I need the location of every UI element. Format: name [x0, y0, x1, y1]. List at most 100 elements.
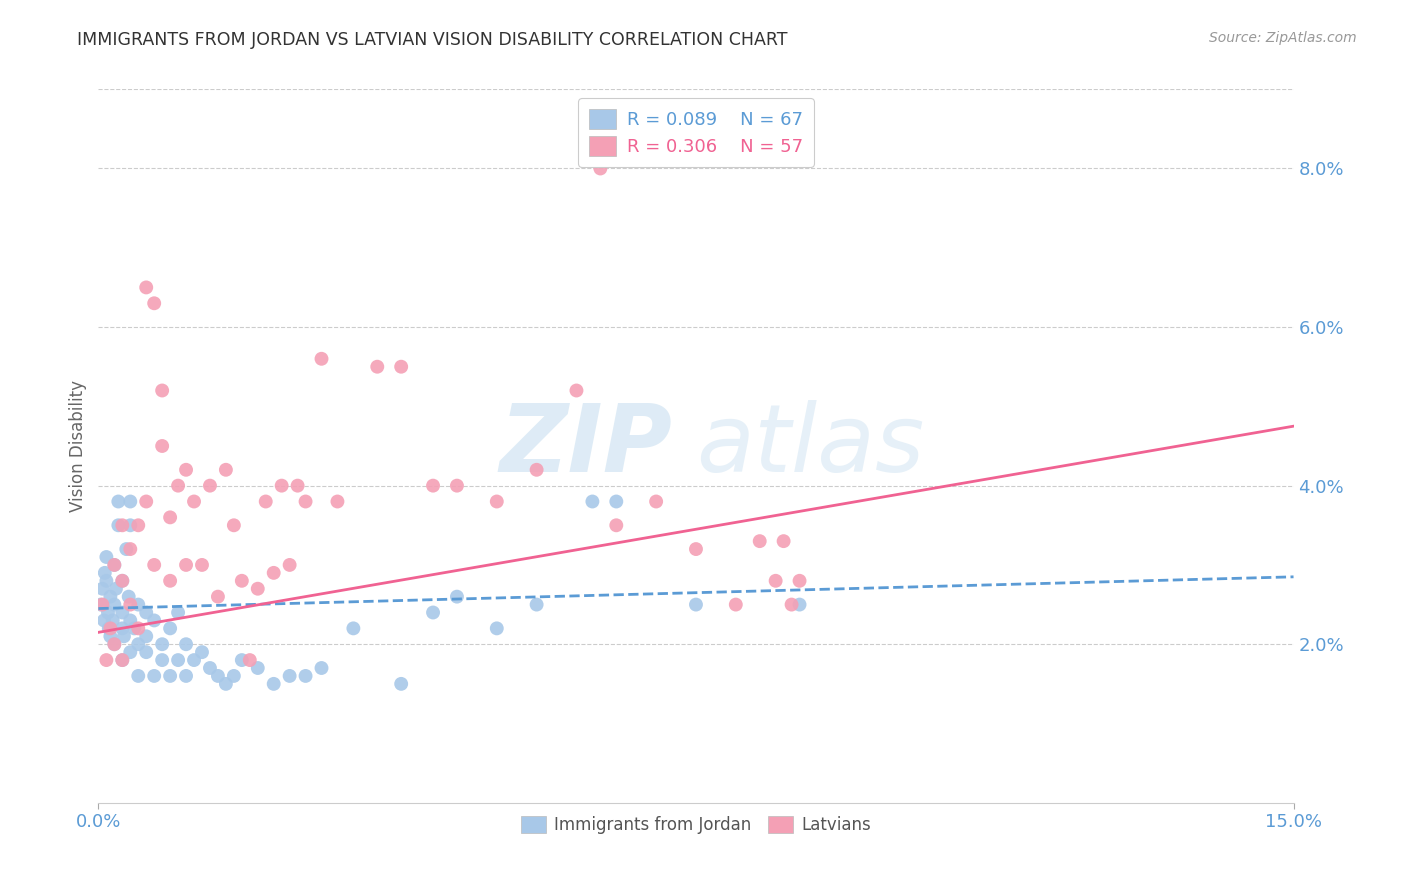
Point [98, 590, 122, 604]
Point [127, 637, 149, 651]
Point [231, 653, 253, 667]
Point [124, 621, 146, 635]
Point [104, 582, 127, 596]
Point [183, 653, 205, 667]
Point [605, 494, 627, 508]
Point [97, 606, 120, 620]
Point [91, 598, 114, 612]
Point [294, 669, 316, 683]
Text: Source: ZipAtlas.com: Source: ZipAtlas.com [1209, 31, 1357, 45]
Point [198, 661, 221, 675]
Point [150, 653, 173, 667]
Text: atlas: atlas [696, 401, 924, 491]
Point [207, 669, 229, 683]
Point [389, 677, 412, 691]
Text: IMMIGRANTS FROM JORDAN VS LATVIAN VISION DISABILITY CORRELATION CHART: IMMIGRANTS FROM JORDAN VS LATVIAN VISION… [77, 31, 787, 49]
Point [366, 359, 388, 374]
Point [111, 606, 134, 620]
Point [94, 566, 117, 580]
Point [159, 574, 181, 588]
Point [278, 669, 301, 683]
Point [174, 669, 197, 683]
Point [127, 598, 149, 612]
Point [222, 669, 245, 683]
Point [159, 621, 181, 635]
Point [231, 574, 253, 588]
Point [111, 653, 134, 667]
Point [239, 653, 262, 667]
Point [287, 478, 309, 492]
Point [772, 534, 794, 549]
Point [246, 582, 269, 596]
Point [167, 606, 190, 620]
Point [98, 621, 122, 635]
Point [207, 590, 229, 604]
Point [294, 494, 316, 508]
Point [103, 637, 125, 651]
Point [120, 542, 142, 557]
Point [103, 637, 125, 651]
Point [159, 669, 181, 683]
Point [93, 614, 115, 628]
Point [96, 549, 118, 564]
Point [167, 653, 190, 667]
Point [748, 534, 770, 549]
Point [111, 653, 134, 667]
Point [191, 645, 214, 659]
Point [174, 463, 197, 477]
Point [278, 558, 301, 572]
Point [111, 574, 134, 588]
Point [263, 566, 285, 580]
Point [174, 558, 197, 572]
Point [685, 598, 707, 612]
Point [103, 558, 125, 572]
Point [150, 637, 173, 651]
Point [135, 606, 157, 620]
Point [183, 494, 205, 508]
Point [254, 494, 277, 508]
Point [115, 542, 138, 557]
Point [120, 645, 142, 659]
Point [174, 637, 197, 651]
Point [118, 590, 141, 604]
Point [111, 574, 134, 588]
Point [120, 598, 142, 612]
Point [150, 384, 173, 398]
Point [107, 518, 129, 533]
Point [98, 629, 122, 643]
Point [143, 558, 166, 572]
Point [589, 161, 612, 176]
Point [446, 478, 468, 492]
Y-axis label: Vision Disability: Vision Disability [69, 380, 87, 512]
Point [581, 494, 603, 508]
Point [311, 661, 333, 675]
Point [485, 621, 508, 635]
Point [120, 614, 142, 628]
Point [526, 598, 548, 612]
Point [91, 582, 114, 596]
Point [270, 478, 292, 492]
Point [96, 653, 118, 667]
Point [342, 621, 364, 635]
Point [215, 677, 238, 691]
Point [765, 574, 787, 588]
Point [191, 558, 214, 572]
Point [215, 463, 238, 477]
Point [103, 598, 125, 612]
Point [389, 359, 412, 374]
Point [143, 296, 166, 310]
Point [127, 621, 149, 635]
Point [198, 478, 221, 492]
Point [135, 645, 157, 659]
Point [150, 439, 173, 453]
Point [422, 606, 444, 620]
Point [107, 494, 129, 508]
Point [120, 518, 142, 533]
Point [127, 669, 149, 683]
Point [222, 518, 245, 533]
Point [159, 510, 181, 524]
Point [246, 661, 269, 675]
Legend: Immigrants from Jordan, Latvians: Immigrants from Jordan, Latvians [515, 809, 877, 841]
Point [101, 614, 124, 628]
Point [96, 574, 118, 588]
